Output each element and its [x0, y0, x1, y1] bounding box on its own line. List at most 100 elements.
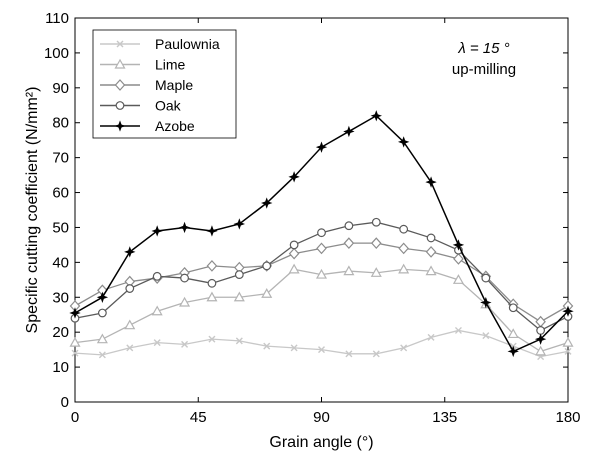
series-paulownia — [71, 326, 572, 361]
data-point — [263, 342, 271, 350]
data-point — [370, 267, 382, 277]
y-tick-label: 10 — [52, 359, 69, 376]
y-tick-label: 80 — [52, 115, 69, 132]
data-point — [400, 344, 408, 352]
data-point — [425, 245, 437, 258]
data-point — [507, 345, 519, 358]
data-point — [562, 305, 574, 317]
data-point — [288, 263, 300, 274]
legend-item: Azobe — [100, 118, 195, 134]
y-tick-label: 100 — [44, 45, 69, 62]
data-point — [372, 350, 380, 358]
legend-label: Lime — [155, 57, 186, 73]
annotation-mode: up-milling — [452, 61, 516, 78]
data-point — [126, 344, 134, 352]
legend-label: Oak — [155, 98, 182, 114]
data-point — [97, 308, 107, 318]
legend-label: Maple — [155, 77, 193, 93]
data-point — [317, 228, 326, 238]
data-point — [536, 326, 546, 335]
data-point — [261, 288, 273, 298]
data-point — [180, 273, 189, 283]
y-tick-label: 20 — [52, 324, 69, 341]
data-point — [454, 326, 462, 334]
data-point — [343, 237, 355, 250]
data-point — [96, 333, 108, 344]
data-point — [288, 247, 300, 260]
data-point — [425, 265, 437, 276]
data-point — [181, 340, 189, 348]
data-point — [290, 344, 298, 352]
data-point — [398, 263, 410, 274]
series-azobe — [69, 110, 574, 358]
data-point — [318, 346, 325, 354]
data-point — [344, 221, 354, 231]
data-point — [316, 242, 327, 255]
data-point — [125, 284, 135, 293]
data-point — [370, 110, 382, 122]
data-point — [289, 240, 299, 250]
x-tick-label: 90 — [313, 409, 330, 426]
data-point — [69, 307, 81, 319]
legend-marker — [114, 79, 126, 91]
legend-marker — [115, 101, 125, 110]
data-point — [345, 350, 353, 358]
data-point — [235, 337, 243, 345]
data-point — [427, 333, 435, 341]
legend-marker — [114, 58, 126, 69]
data-point — [562, 336, 574, 347]
legend-marker — [114, 120, 126, 132]
y-tick-label: 110 — [45, 10, 69, 27]
data-point — [152, 271, 162, 281]
x-tick-label: 0 — [71, 409, 79, 426]
data-point — [261, 197, 273, 209]
data-point — [207, 278, 217, 288]
data-point — [153, 339, 161, 347]
legend: Paulownia Lime Maple Oak Azobe — [92, 29, 237, 139]
data-point — [371, 217, 381, 227]
legend-item: Paulownia — [100, 36, 220, 52]
data-point — [234, 270, 244, 279]
data-point — [208, 335, 216, 343]
data-point — [398, 242, 409, 255]
data-point — [124, 246, 136, 258]
data-point — [315, 268, 328, 279]
data-point — [315, 141, 328, 153]
data-point — [206, 291, 218, 302]
y-tick-label: 0 — [61, 394, 69, 411]
data-point — [370, 237, 382, 250]
y-tick-label: 60 — [52, 185, 69, 202]
x-axis-label: Grain angle (°) — [269, 434, 373, 451]
data-point — [69, 336, 81, 347]
data-point — [288, 171, 300, 183]
data-point — [425, 176, 437, 188]
y-axis-label: Specific cutting coefficient (N/mm²) — [24, 87, 41, 334]
data-point — [535, 345, 547, 356]
legend-marker — [116, 40, 124, 48]
data-point — [564, 347, 572, 355]
legend-item: Oak — [100, 98, 182, 114]
x-tick-label: 135 — [432, 409, 457, 426]
data-point — [397, 136, 410, 148]
data-point — [71, 349, 79, 357]
data-point — [534, 333, 547, 345]
data-point — [480, 296, 492, 309]
annotation-lambda: λ = 15 ° — [457, 40, 509, 57]
series-layer — [69, 110, 574, 361]
data-point — [96, 291, 109, 303]
data-point — [206, 225, 218, 237]
data-point — [233, 218, 246, 230]
data-point — [453, 252, 464, 265]
legend-label: Paulownia — [155, 36, 220, 52]
axis-ticks: 0 45 90 135 180 0 10 20 30 40 50 60 70 80 90 100 110 — [44, 10, 581, 426]
data-point — [124, 319, 136, 330]
data-point — [178, 221, 191, 234]
data-point — [481, 273, 491, 283]
data-point — [233, 291, 245, 302]
y-tick-label: 40 — [52, 254, 69, 271]
data-point — [151, 225, 163, 237]
y-tick-label: 50 — [52, 219, 69, 236]
data-point — [426, 233, 436, 243]
legend-items: Paulownia Lime Maple Oak Azobe — [100, 36, 220, 134]
